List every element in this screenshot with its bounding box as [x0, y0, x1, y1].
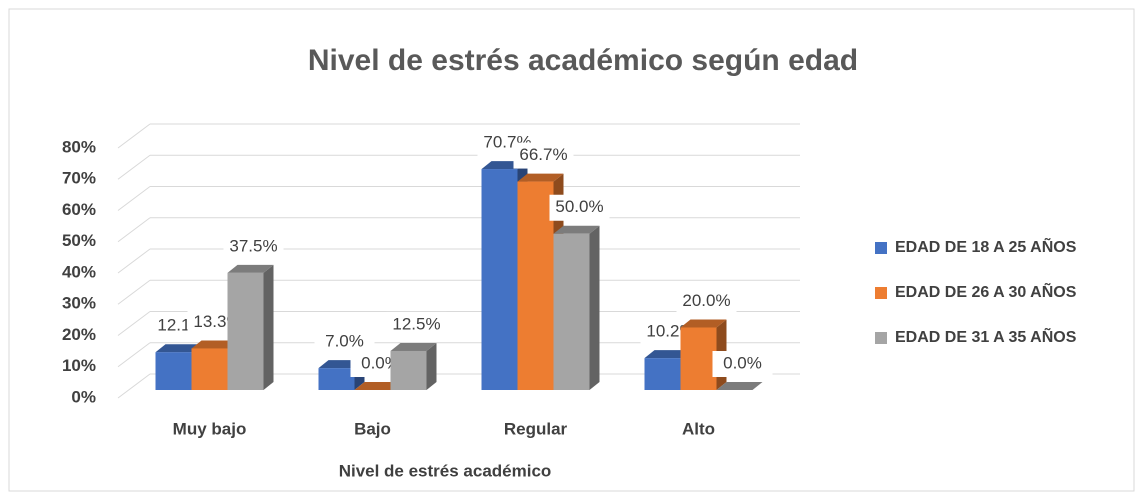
bar-top	[680, 319, 727, 328]
y-tick-label: 40%	[62, 262, 96, 281]
grid-line	[117, 154, 151, 180]
y-tick-label: 80%	[62, 137, 96, 156]
x-tick-label: Alto	[682, 419, 715, 438]
value-label-box	[513, 142, 574, 169]
legend-label: EDAD DE 18 A 25 AÑOS	[895, 236, 1077, 256]
bar	[680, 327, 717, 390]
bar-side	[426, 342, 437, 390]
grid-line	[117, 217, 151, 243]
value-label-box	[314, 329, 375, 356]
value-label-box	[386, 311, 447, 338]
bar	[155, 352, 192, 390]
y-tick-label: 0%	[71, 387, 96, 406]
x-axis-title: Nivel de estrés académico	[339, 461, 552, 480]
x-tick-label: Regular	[504, 419, 568, 438]
bar-top	[227, 264, 274, 273]
y-tick-label: 50%	[62, 231, 96, 250]
bar	[644, 358, 681, 390]
chart-title: Nivel de estrés académico según edad	[308, 44, 858, 77]
grid-line	[117, 311, 151, 336]
value-label: 37.5%	[229, 236, 277, 255]
bar	[227, 272, 264, 390]
value-label-box	[712, 351, 773, 377]
x-tick-label: Muy bajo	[173, 419, 247, 438]
legend-swatch	[875, 287, 887, 299]
bar	[191, 348, 228, 390]
value-label-box	[549, 194, 610, 221]
grid-line	[117, 123, 151, 149]
x-tick-label: Bajo	[354, 419, 391, 438]
y-tick-label: 30%	[62, 294, 96, 313]
bar	[481, 169, 518, 390]
bar-side	[589, 225, 600, 390]
value-label: 20.0%	[682, 291, 730, 310]
bar-top	[390, 342, 437, 351]
legend-label: EDAD DE 26 A 30 AÑOS	[895, 281, 1077, 301]
bar	[553, 233, 590, 390]
grid-line	[117, 342, 151, 368]
y-tick-label: 10%	[62, 356, 96, 375]
legend-swatch	[875, 332, 887, 344]
bar-side	[263, 264, 274, 390]
value-label-box	[676, 288, 737, 315]
bar	[517, 181, 554, 390]
value-label: 7.0%	[325, 332, 364, 351]
value-label: 12.5%	[392, 314, 440, 333]
grid-line	[117, 279, 151, 305]
y-tick-label: 60%	[62, 200, 96, 219]
value-label: 50.0%	[555, 197, 603, 216]
value-label: 0.0%	[723, 353, 762, 372]
bar-top	[191, 340, 238, 349]
legend-label: EDAD DE 31 A 35 AÑOS	[895, 326, 1077, 346]
y-tick-label: 20%	[62, 325, 96, 344]
legend-swatch	[875, 242, 887, 254]
grid-line	[117, 373, 151, 399]
grid-line	[117, 186, 151, 211]
bar-top	[553, 225, 600, 234]
bar-top	[716, 382, 763, 390]
y-tick-label: 70%	[62, 169, 96, 188]
bar-top	[354, 382, 401, 390]
bar	[390, 350, 427, 390]
bar	[318, 368, 355, 390]
value-label: 66.7%	[519, 145, 567, 164]
bar-top	[155, 344, 202, 353]
value-label-box	[223, 233, 284, 260]
grid-line	[117, 248, 151, 274]
value-label: 0.0%	[361, 353, 400, 372]
bar-top	[644, 350, 691, 359]
bar-top	[517, 173, 564, 182]
